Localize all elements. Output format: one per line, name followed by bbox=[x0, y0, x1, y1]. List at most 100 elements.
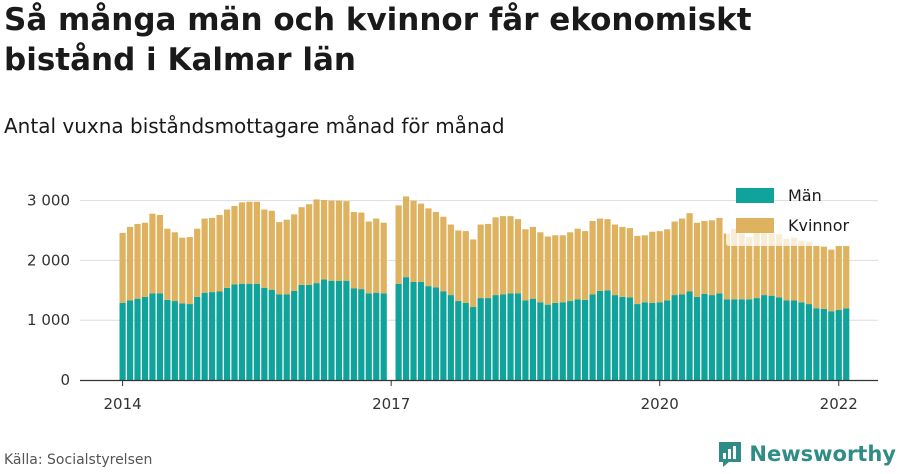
bar-men bbox=[813, 308, 820, 380]
bar-women bbox=[596, 218, 604, 291]
bar-men bbox=[798, 302, 805, 380]
bar-women bbox=[529, 226, 536, 299]
bar-men bbox=[261, 287, 268, 380]
bar-women bbox=[447, 224, 454, 296]
bar-women bbox=[380, 222, 387, 294]
bar-women bbox=[283, 219, 290, 295]
legend: Män Kvinnor bbox=[726, 186, 876, 246]
bar-men bbox=[194, 296, 201, 380]
bar-women bbox=[485, 223, 492, 299]
bar-women bbox=[589, 220, 596, 295]
bar-men bbox=[358, 289, 365, 380]
bar-women bbox=[119, 232, 126, 303]
bar-men bbox=[775, 297, 783, 380]
bar-men bbox=[350, 288, 357, 380]
bar-women bbox=[544, 236, 551, 305]
bar-women bbox=[671, 221, 678, 296]
bar-women bbox=[768, 233, 775, 296]
bar-women bbox=[291, 214, 298, 291]
bar-women bbox=[798, 240, 805, 303]
bar-women bbox=[753, 232, 760, 299]
bar-men bbox=[641, 302, 648, 380]
bar-women bbox=[813, 246, 820, 309]
bar-men bbox=[805, 304, 813, 380]
bar-men bbox=[507, 293, 514, 380]
bar-men bbox=[402, 277, 410, 380]
bar-women bbox=[716, 217, 723, 294]
bar-women bbox=[313, 199, 320, 284]
bar-women bbox=[522, 229, 529, 301]
bar-women bbox=[298, 207, 305, 285]
bar-men bbox=[335, 280, 343, 380]
bar-men bbox=[313, 283, 320, 380]
bar-men bbox=[492, 295, 499, 380]
bar-women bbox=[604, 219, 611, 291]
bar-women bbox=[611, 224, 619, 296]
y-tick-label: 0 bbox=[60, 371, 70, 389]
bar-men bbox=[753, 298, 760, 380]
bar-men bbox=[141, 296, 149, 380]
bar-women bbox=[783, 238, 790, 301]
bar-men bbox=[179, 303, 186, 380]
bar-women bbox=[477, 224, 484, 299]
bar-women bbox=[126, 226, 134, 301]
bar-men bbox=[149, 293, 156, 380]
bar-men bbox=[238, 283, 246, 380]
bar-women bbox=[373, 218, 380, 293]
bar-women bbox=[410, 200, 417, 282]
bar-men bbox=[716, 293, 723, 380]
bar-men bbox=[425, 286, 432, 380]
bar-women bbox=[641, 235, 648, 303]
bar-men bbox=[761, 295, 768, 380]
bar-women bbox=[738, 233, 745, 300]
bars bbox=[119, 196, 850, 380]
bar-women bbox=[507, 216, 514, 294]
bar-women bbox=[686, 213, 693, 292]
bar-men bbox=[328, 280, 335, 380]
bar-women bbox=[164, 228, 171, 300]
bar-men bbox=[298, 284, 305, 380]
bar-women bbox=[171, 232, 178, 302]
bar-women bbox=[238, 202, 246, 284]
bar-women bbox=[462, 231, 469, 303]
legend-swatch bbox=[736, 188, 774, 203]
bar-men bbox=[828, 311, 835, 380]
bar-men bbox=[373, 292, 380, 380]
brand-name: Newsworthy bbox=[749, 442, 896, 466]
bar-women bbox=[790, 237, 798, 301]
bar-women bbox=[216, 214, 223, 292]
newsworthy-logo-icon bbox=[719, 442, 742, 467]
bar-men bbox=[693, 296, 701, 380]
bar-women bbox=[649, 231, 656, 303]
bar-men bbox=[723, 299, 730, 380]
bar-women bbox=[626, 228, 633, 298]
bar-men bbox=[283, 294, 290, 380]
bar-men bbox=[447, 295, 454, 380]
bar-women bbox=[201, 218, 208, 293]
bar-men bbox=[470, 307, 477, 380]
bar-men bbox=[276, 294, 283, 380]
bar-men bbox=[835, 310, 842, 380]
brand-logo: Newsworthy bbox=[717, 440, 896, 468]
bar-men bbox=[783, 300, 790, 380]
bar-women bbox=[455, 230, 462, 302]
bar-men bbox=[731, 299, 738, 380]
bar-men bbox=[701, 293, 708, 380]
bar-women bbox=[492, 217, 499, 296]
chart-subtitle: Antal vuxna biståndsmottagare månad för … bbox=[4, 114, 505, 138]
bar-men bbox=[268, 289, 275, 380]
bar-women bbox=[432, 211, 440, 288]
x-tick-label: 2014 bbox=[104, 395, 142, 413]
bar-men bbox=[626, 297, 633, 380]
bar-women bbox=[723, 233, 730, 300]
bar-women bbox=[261, 209, 268, 288]
bar-women bbox=[679, 218, 686, 295]
bar-men bbox=[559, 302, 566, 380]
bar-men bbox=[589, 294, 596, 380]
bar-men bbox=[440, 291, 447, 380]
bar-women bbox=[134, 223, 141, 299]
y-tick-label: 1 000 bbox=[27, 311, 70, 329]
bar-women bbox=[395, 205, 402, 284]
bar-women bbox=[693, 222, 701, 297]
bar-men bbox=[649, 302, 656, 380]
